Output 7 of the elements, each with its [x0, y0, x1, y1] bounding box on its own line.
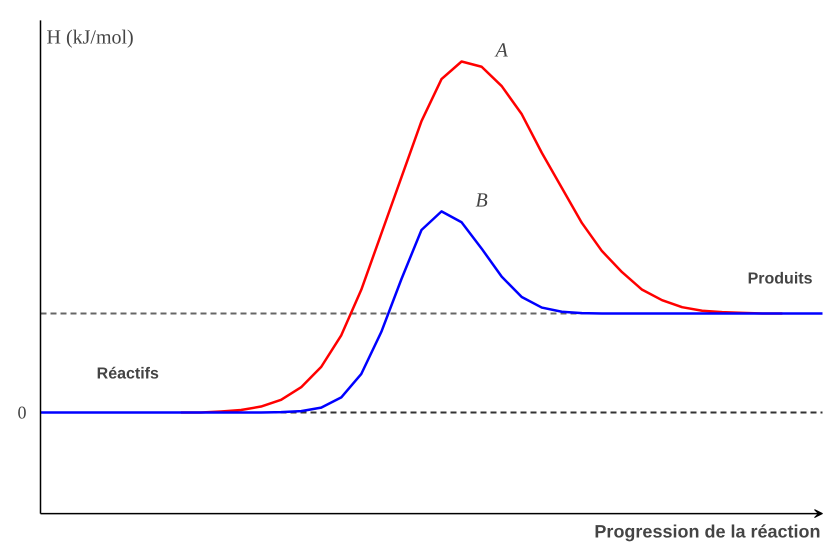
text: Progression de la réaction	[594, 522, 821, 542]
series-label: B	[476, 189, 488, 212]
ref-line-label: 0	[18, 402, 26, 422]
y-axis-title: H (kJ/mol)	[46, 26, 134, 48]
series-label: A	[494, 40, 509, 62]
annotation: Produits	[748, 270, 813, 288]
annotation: Réactifs	[96, 365, 159, 382]
